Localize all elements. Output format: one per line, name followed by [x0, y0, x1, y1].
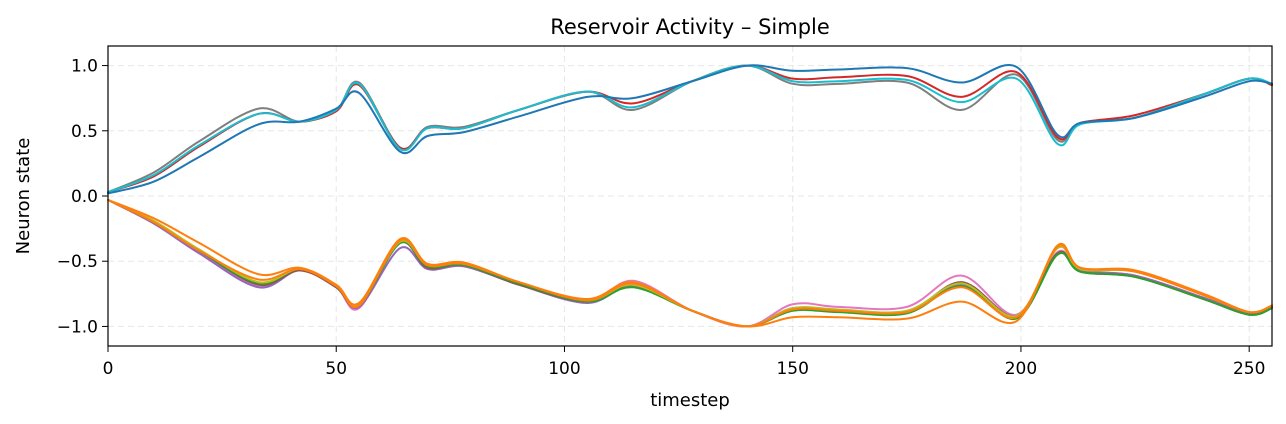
y-tick-label: 1.0: [71, 57, 98, 77]
y-tick-label: −0.5: [57, 252, 98, 272]
series-line-6: [107, 198, 1273, 328]
x-tick-label: 50: [325, 359, 347, 379]
series-layer: [107, 64, 1273, 328]
series-line-3: [107, 64, 1273, 194]
series-line-11: [107, 198, 1273, 328]
series-line-10: [107, 198, 1273, 328]
y-tick-label: −1.0: [57, 317, 98, 337]
x-axis-label: timestep: [650, 390, 730, 411]
x-tick-label: 100: [548, 359, 580, 379]
x-tick-label: 0: [103, 359, 114, 379]
x-tick-label: 250: [1233, 359, 1265, 379]
x-axis: 0 50 100 150 200 250: [103, 346, 1265, 379]
series-line-4: [107, 64, 1273, 195]
y-tick-label: 0.5: [71, 122, 98, 142]
series-line-5: [107, 198, 1273, 328]
series-line-2: [107, 64, 1273, 194]
series-line-7: [107, 198, 1273, 328]
series-line-1: [107, 64, 1273, 194]
x-tick-label: 150: [776, 359, 808, 379]
series-line-8: [107, 198, 1273, 328]
chart-title: Reservoir Activity – Simple: [550, 15, 830, 39]
x-tick-label: 200: [1005, 359, 1037, 379]
y-tick-label: 0.0: [71, 187, 98, 207]
y-axis: 1.0 0.5 0.0 −0.5 −1.0: [57, 57, 108, 337]
series-line-9: [107, 198, 1273, 328]
grid: [107, 46, 1272, 346]
y-axis-label: Neuron state: [13, 138, 34, 255]
